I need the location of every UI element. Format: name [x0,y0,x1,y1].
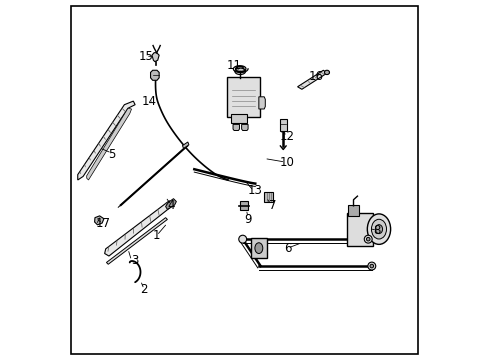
Polygon shape [152,53,159,62]
Text: 1: 1 [153,229,160,242]
FancyBboxPatch shape [240,201,247,210]
Polygon shape [297,70,326,89]
Ellipse shape [369,264,373,268]
Text: 9: 9 [244,213,251,226]
Text: 14: 14 [142,95,157,108]
Ellipse shape [367,262,375,270]
Ellipse shape [371,219,386,239]
Ellipse shape [366,214,390,244]
Polygon shape [106,218,167,264]
Ellipse shape [364,235,371,243]
FancyBboxPatch shape [279,119,286,131]
Polygon shape [94,216,104,225]
Polygon shape [241,125,247,131]
Polygon shape [233,125,239,131]
Text: 10: 10 [280,156,294,168]
Polygon shape [78,101,135,180]
FancyBboxPatch shape [347,205,359,216]
Text: 4: 4 [167,199,174,212]
Polygon shape [165,199,176,210]
FancyBboxPatch shape [346,213,372,246]
Text: 17: 17 [95,216,110,230]
Text: 11: 11 [226,59,241,72]
Polygon shape [86,108,131,180]
Text: 3: 3 [131,254,139,267]
FancyBboxPatch shape [263,192,272,202]
Ellipse shape [375,225,382,234]
Text: 12: 12 [280,130,294,144]
Text: 5: 5 [108,148,115,161]
Text: 6: 6 [283,242,291,255]
FancyBboxPatch shape [227,77,260,117]
Text: 7: 7 [269,199,276,212]
Text: 16: 16 [308,69,323,82]
Polygon shape [182,142,188,148]
Ellipse shape [254,243,262,253]
Ellipse shape [324,70,329,75]
FancyBboxPatch shape [231,114,246,123]
Ellipse shape [238,235,246,243]
Polygon shape [258,97,265,109]
Text: 15: 15 [138,50,153,63]
Text: 8: 8 [373,224,380,237]
Polygon shape [150,70,159,80]
FancyBboxPatch shape [250,238,266,258]
Polygon shape [104,201,172,256]
Text: 2: 2 [140,283,147,296]
Ellipse shape [366,237,369,241]
Ellipse shape [234,68,245,75]
Text: 13: 13 [247,184,262,197]
